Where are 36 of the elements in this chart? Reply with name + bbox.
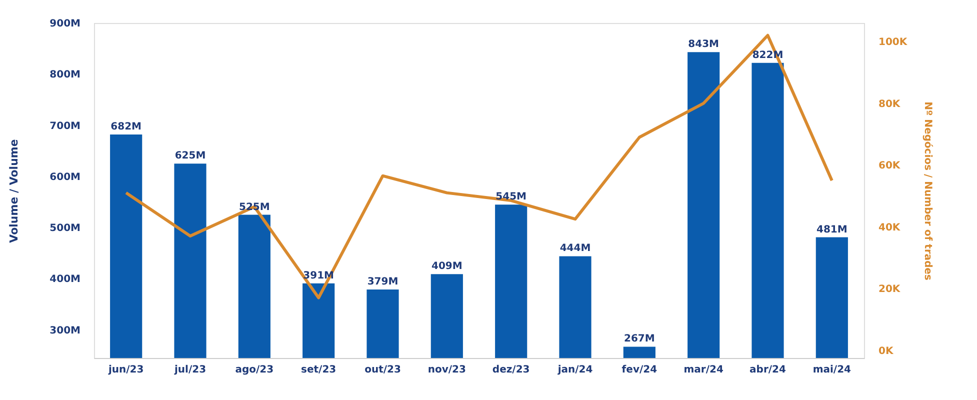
data-label: 409M	[432, 261, 462, 272]
x-tick-label: set/23	[301, 364, 336, 376]
data-label: 379M	[367, 276, 398, 288]
y2-tick-label: 100K	[878, 37, 908, 48]
y-tick-label: 700M	[50, 120, 81, 132]
x-tick-label: fev/24	[622, 364, 658, 376]
y2-tick-label: 60K	[878, 160, 902, 172]
y-axis-title: Volume / Volume	[8, 139, 21, 243]
x-tick-label: ago/23	[235, 364, 274, 376]
y2-tick-label: 40K	[878, 222, 902, 234]
x-tick-label: jul/23	[173, 364, 206, 376]
x-tick-label: mai/24	[812, 364, 852, 376]
data-label: 625M	[174, 150, 206, 162]
x-tick-label: dez/23	[492, 364, 530, 376]
x-tick-label: mar/24	[684, 364, 724, 376]
data-label: 843M	[688, 39, 720, 50]
y2-tick-label: 0K	[878, 346, 894, 357]
y2-tick-label: 20K	[878, 284, 902, 296]
data-label: 444M	[560, 243, 591, 254]
x-tick-label: out/23	[364, 364, 401, 376]
x-tick-label: abr/24	[750, 364, 786, 376]
y-tick-label: 300M	[50, 325, 81, 336]
y-tick-label: 900M	[50, 18, 81, 30]
data-label: 545M	[496, 192, 527, 203]
x-tick-label: nov/23	[428, 364, 466, 376]
y2-axis-title: Nº Negócios / Number of trades	[922, 102, 934, 280]
y-tick-label: 500M	[50, 223, 81, 234]
data-label: 682M	[110, 121, 142, 132]
y-tick-label: 400M	[50, 274, 81, 286]
y2-tick-label: 80K	[878, 98, 902, 110]
y-tick-label: 600M	[50, 172, 81, 183]
data-label: 481M	[816, 224, 848, 236]
x-tick-label: jan/24	[556, 364, 593, 376]
y-tick-label: 800M	[50, 70, 81, 81]
data-label: 267M	[624, 334, 655, 345]
x-tick-label: jun/23	[107, 364, 144, 376]
